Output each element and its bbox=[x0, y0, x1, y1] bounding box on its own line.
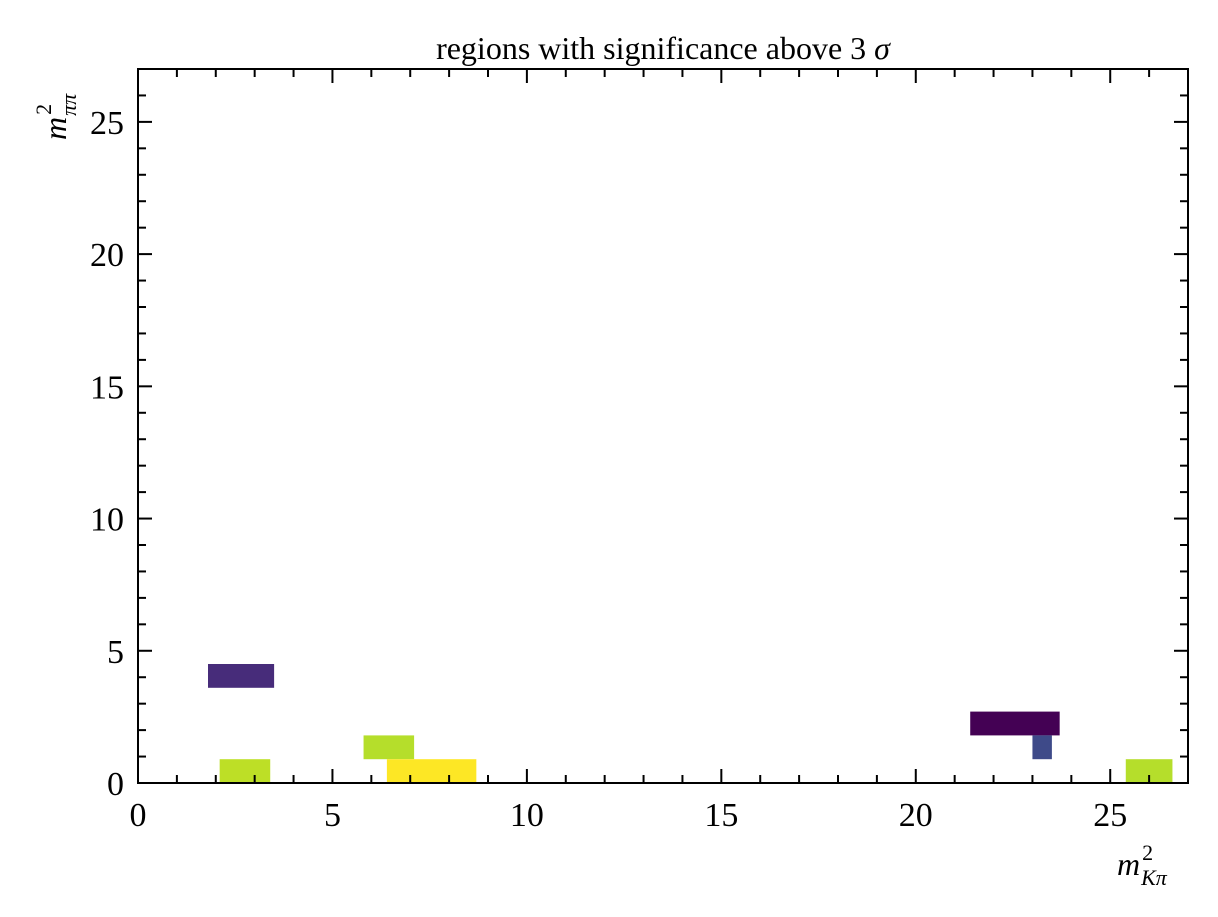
axis-ticks bbox=[137, 68, 1189, 784]
x-axis-label-sup: 2 bbox=[1142, 840, 1153, 865]
chart-title-text: regions with significance above 3 bbox=[436, 30, 866, 66]
x-axis-label: m2 Kπ bbox=[1117, 840, 1168, 890]
y-tick-label: 0 bbox=[107, 766, 124, 803]
heatmap-cell-6 bbox=[1125, 759, 1173, 783]
plot-frame bbox=[137, 68, 1189, 784]
y-tick-label: 10 bbox=[90, 502, 124, 539]
chart-title-sigma: σ bbox=[874, 30, 891, 66]
y-axis-label-sub: ππ bbox=[56, 93, 81, 116]
x-tick-label: 25 bbox=[1093, 797, 1127, 834]
heatmap-cells bbox=[208, 664, 1173, 783]
heatmap-cell-0 bbox=[208, 664, 275, 688]
y-tick-label: 20 bbox=[90, 237, 124, 274]
heatmap-cell-2 bbox=[363, 735, 415, 760]
heatmap-cell-3 bbox=[386, 759, 477, 783]
y-tick-label: 5 bbox=[107, 634, 124, 671]
y-tick-label: 25 bbox=[90, 105, 124, 142]
x-tick-label: 20 bbox=[899, 797, 933, 834]
y-axis-label: m 2ππ bbox=[31, 93, 81, 140]
y-axis-label-base: m bbox=[37, 117, 73, 140]
x-tick-label: 5 bbox=[324, 797, 341, 834]
x-axis-label-base: m bbox=[1117, 846, 1140, 882]
heatmap-cell-5 bbox=[1032, 735, 1052, 760]
y-axis-label-sup: 2 bbox=[31, 104, 56, 115]
x-axis-label-sub: Kπ bbox=[1140, 865, 1168, 890]
chart-title: regions with significance above 3 σ bbox=[436, 30, 891, 66]
x-tick-label: 10 bbox=[510, 797, 544, 834]
tick-labels: 0 5 10 15 20 25 0 5 10 15 20 25 bbox=[90, 105, 1127, 834]
heatmap-cell-1 bbox=[219, 759, 271, 783]
y-tick-label: 15 bbox=[90, 369, 124, 406]
x-tick-label: 15 bbox=[704, 797, 738, 834]
x-tick-label: 0 bbox=[130, 797, 147, 834]
heatmap-cell-4 bbox=[970, 711, 1060, 736]
